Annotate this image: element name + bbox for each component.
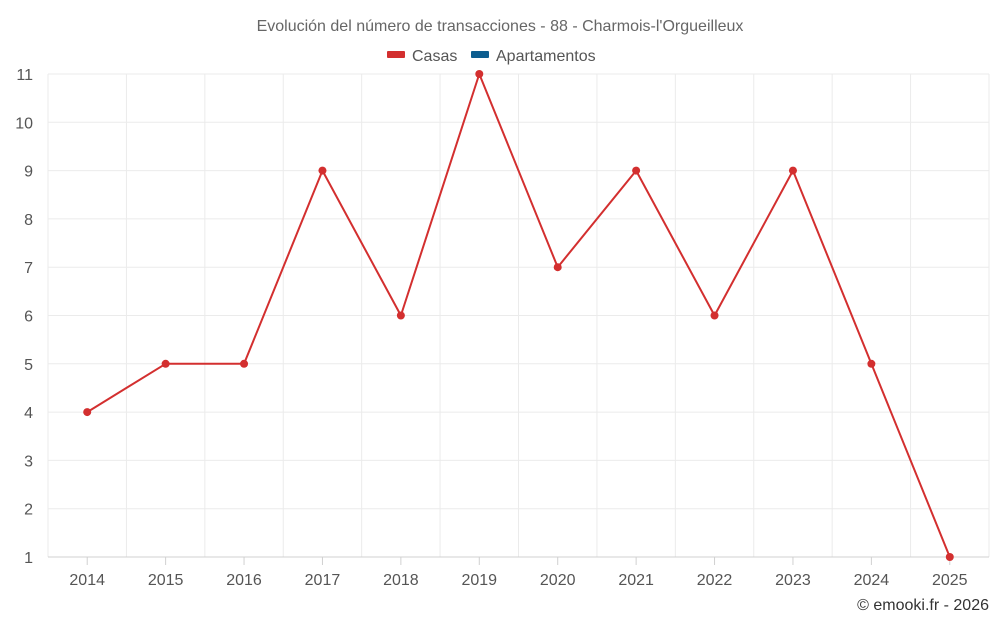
data-point-2022[interactable] (710, 311, 719, 320)
x-tick-label: 2021 (618, 572, 654, 589)
data-point-2015[interactable] (161, 359, 170, 368)
grid (47, 73, 990, 557)
y-tick-label: 7 (24, 260, 33, 277)
y-tick-label: 11 (16, 67, 33, 84)
credit: © emooki.fr - 2026 (857, 597, 989, 614)
data-point-2017[interactable] (318, 166, 327, 175)
x-tick-label: 2019 (461, 572, 497, 589)
x-tick-label: 2018 (383, 572, 419, 589)
data-point-2021[interactable] (632, 166, 641, 175)
y-axis: 1 2 3 4 5 6 7 8 9 10 11 (15, 67, 33, 567)
x-tick-label: 2020 (540, 572, 576, 589)
y-tick-label: 6 (24, 309, 33, 326)
legend-swatch-casas (387, 51, 405, 58)
legend-label-casas: Casas (412, 48, 457, 65)
data-point-2018[interactable] (396, 311, 405, 320)
data-point-2016[interactable] (240, 359, 249, 368)
y-tick-label: 5 (24, 357, 33, 374)
legend-item-casas[interactable]: Casas (387, 48, 457, 65)
chart-title: Evolución del número de transacciones - … (257, 18, 744, 35)
data-point-2025[interactable] (945, 553, 954, 561)
y-tick-label: 8 (24, 212, 33, 229)
data-point-2020[interactable] (553, 263, 562, 272)
data-point-2024[interactable] (867, 359, 876, 368)
data-point-2019[interactable] (475, 70, 484, 78)
series-casas (83, 70, 954, 561)
x-tick-label: 2014 (69, 572, 105, 589)
legend-swatch-apartamentos (471, 51, 489, 58)
x-tick-label: 2025 (932, 572, 968, 589)
y-tick-label: 1 (24, 550, 33, 567)
y-tick-label: 10 (15, 115, 33, 132)
legend: Casas Apartamentos (387, 48, 596, 65)
series-line-casas (86, 73, 951, 558)
y-tick-label: 4 (24, 405, 33, 422)
legend-item-apartamentos[interactable]: Apartamentos (471, 48, 596, 65)
data-point-2023[interactable] (788, 166, 797, 175)
x-tick-label: 2015 (148, 572, 184, 589)
y-tick-label: 3 (24, 453, 33, 470)
y-tick-label: 9 (24, 164, 33, 181)
x-tick-label: 2023 (775, 572, 811, 589)
x-tick-label: 2016 (226, 572, 262, 589)
x-tick-label: 2022 (697, 572, 733, 589)
x-axis: 2014 2015 2016 2017 2018 2019 2020 2021 2022 2023… (48, 556, 989, 589)
x-tick-label: 2017 (305, 572, 341, 589)
legend-label-apartamentos: Apartamentos (496, 48, 596, 65)
x-tick-label: 2024 (854, 572, 890, 589)
data-point-2014[interactable] (83, 408, 92, 417)
y-tick-label: 2 (24, 502, 33, 519)
